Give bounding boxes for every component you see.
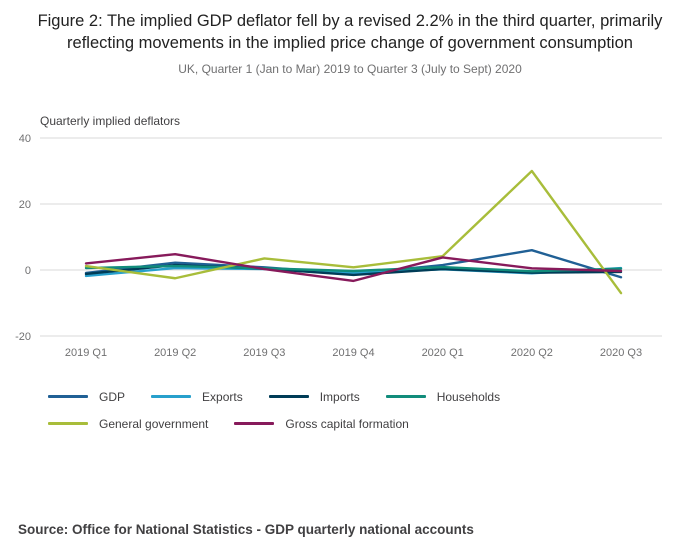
svg-text:2019 Q3: 2019 Q3 xyxy=(243,347,285,359)
source-text: Source: Office for National Statistics -… xyxy=(18,522,474,537)
legend-item: Imports xyxy=(268,389,360,404)
legend: GDP Exports Imports Households General gover… xyxy=(48,390,608,431)
legend-swatch xyxy=(151,395,192,399)
svg-text:2019 Q1: 2019 Q1 xyxy=(65,347,107,359)
legend-swatch xyxy=(234,422,275,426)
legend-item: General government xyxy=(48,417,208,431)
legend-label: Households xyxy=(436,389,501,404)
svg-text:2020 Q2: 2020 Q2 xyxy=(511,347,553,359)
y-axis-title: Quarterly implied deflators xyxy=(40,113,181,128)
line-chart-svg: 40 20 0 -20 2019 Q1 2019 Q2 2019 Q3 2019 Q4 2020… xyxy=(15,133,662,359)
svg-text:2020 Q1: 2020 Q1 xyxy=(422,347,464,359)
legend-item: Households xyxy=(385,389,501,404)
legend-item: Gross capital formation xyxy=(234,416,409,431)
legend-label: GDP xyxy=(99,389,126,404)
legend-swatch xyxy=(268,395,309,399)
svg-text:2019 Q2: 2019 Q2 xyxy=(154,347,196,359)
legend-label: General government xyxy=(99,416,209,431)
legend-swatch xyxy=(385,395,426,399)
legend-label: Imports xyxy=(319,389,360,404)
chart-title: Figure 2: The implied GDP deflator fell … xyxy=(37,12,663,53)
svg-text:2020 Q3: 2020 Q3 xyxy=(600,347,642,359)
legend-label: Gross capital formation xyxy=(285,416,409,431)
legend-item: GDP xyxy=(48,390,125,404)
legend-item: Exports xyxy=(151,390,243,404)
svg-text:20: 20 xyxy=(19,199,31,211)
chart-subtitle: UK, Quarter 1 (Jan to Mar) 2019 to Quart… xyxy=(178,61,522,76)
legend-swatch xyxy=(48,422,88,426)
legend-swatch xyxy=(48,395,88,399)
legend-label: Exports xyxy=(202,389,243,404)
svg-text:0: 0 xyxy=(25,265,31,277)
svg-text:2019 Q4: 2019 Q4 xyxy=(332,347,374,359)
svg-text:-20: -20 xyxy=(15,331,31,343)
svg-text:40: 40 xyxy=(19,133,31,145)
